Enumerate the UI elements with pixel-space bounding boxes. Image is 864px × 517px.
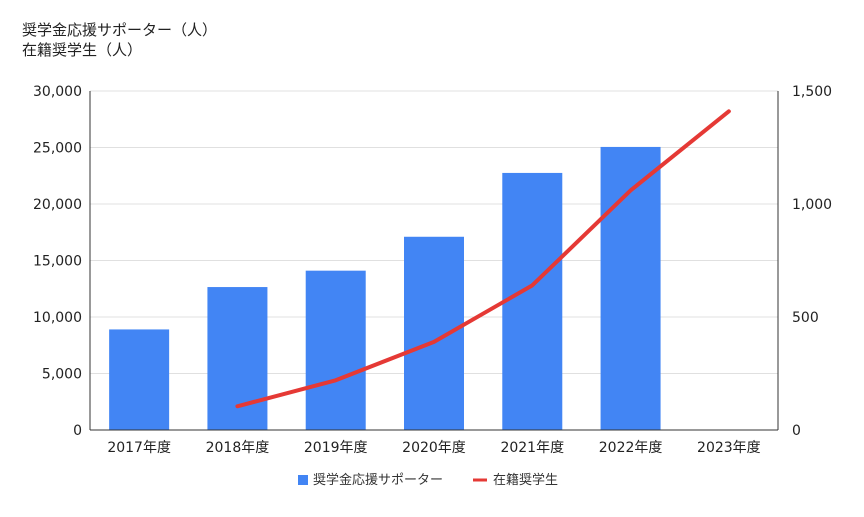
y-left-tick-label: 15,000 <box>33 254 82 270</box>
line-point <box>531 284 533 286</box>
x-tick-label: 2019年度 <box>304 440 368 456</box>
line-series <box>235 109 731 409</box>
bar <box>207 287 268 430</box>
y-right-tick-label: 1,000 <box>792 197 832 213</box>
bar <box>404 236 464 430</box>
line-point <box>728 110 730 112</box>
bar <box>600 146 661 430</box>
legend: 奨学金応援サポーター 在籍奨学生 <box>298 472 558 488</box>
y-right-tick-label: 1,500 <box>792 84 832 100</box>
chart-title-line-1: 奨学金応援サポーター（人） <box>22 21 218 39</box>
x-tick-label: 2021年度 <box>500 440 564 456</box>
legend-label-bar: 奨学金応援サポーター <box>313 472 443 488</box>
x-tick-label: 2023年度 <box>697 440 761 456</box>
line-point <box>236 405 238 407</box>
y-left-tick-label: 20,000 <box>33 197 82 213</box>
bar-series <box>109 146 661 431</box>
y-right-tick-label: 0 <box>792 423 801 439</box>
y-right-tick-label: 500 <box>792 310 819 326</box>
legend-label-line: 在籍奨学生 <box>493 472 558 488</box>
line-point <box>335 379 337 381</box>
x-tick-label: 2018年度 <box>206 440 270 456</box>
x-tick-label: 2017年度 <box>107 440 171 456</box>
axes: 0 5,000 10,000 15,000 20,000 25,000 30,000 0 500… <box>33 84 832 456</box>
y-left-tick-label: 0 <box>73 423 82 439</box>
bar <box>109 329 170 430</box>
legend-swatch-bar <box>298 475 308 485</box>
x-tick-label: 2022年度 <box>599 440 663 456</box>
line-series-path <box>235 109 731 409</box>
y-left-tick-label: 5,000 <box>42 367 82 383</box>
bar <box>502 172 563 431</box>
line-point <box>433 341 435 343</box>
y-left-tick-label: 30,000 <box>33 84 82 100</box>
y-left-tick-label: 25,000 <box>33 141 82 157</box>
y-left-tick-label: 10,000 <box>33 310 82 326</box>
chart-title-line-2: 在籍奨学生（人） <box>22 41 143 59</box>
chart-titles: 奨学金応援サポーター（人） 在籍奨学生（人） <box>22 20 217 60</box>
x-tick-label: 2020年度 <box>402 440 466 456</box>
bar <box>305 270 366 430</box>
line-point <box>630 189 632 191</box>
